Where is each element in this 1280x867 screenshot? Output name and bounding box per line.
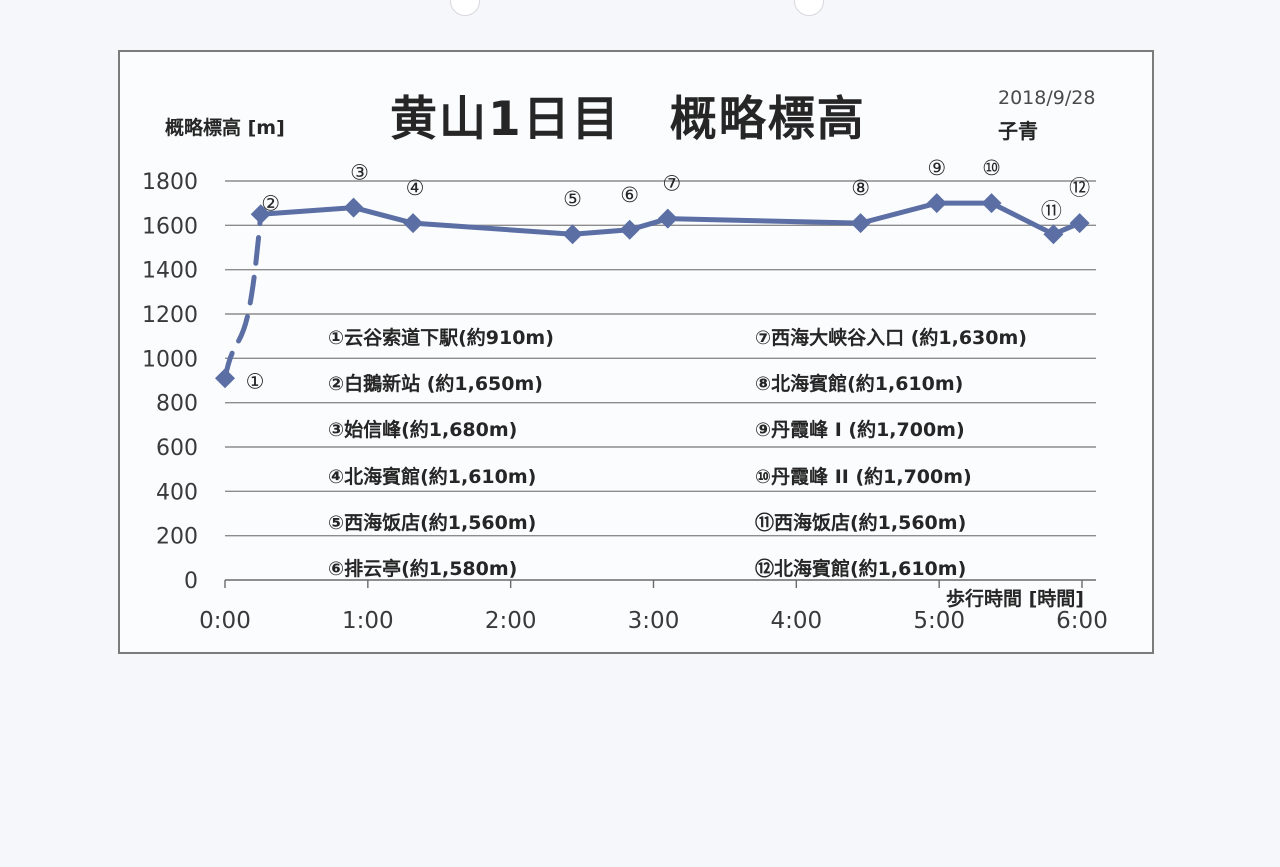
x-tick-label: 1:00 [342, 608, 394, 634]
legend-item: ⑦西海大峡谷入口 (約1,630m) [755, 327, 1027, 349]
data-point-marker [657, 208, 678, 229]
legend-item: ⑤西海饭店(約1,560m) [328, 511, 537, 534]
x-tick-label: 2:00 [485, 608, 537, 634]
data-points [215, 193, 1090, 389]
x-tick-label: 5:00 [913, 608, 965, 634]
chart-frame [118, 50, 1154, 654]
x-tick-label: 4:00 [771, 608, 823, 634]
point-label: ④ [406, 176, 425, 200]
y-tick-labels: 0 200 400 600 800 1000 1200 1400 1600 1800 [142, 170, 198, 594]
series-line [222, 200, 1081, 381]
point-label: ⑧ [851, 176, 870, 200]
point-label: ② [261, 191, 280, 215]
y-tick-label: 1200 [142, 303, 198, 328]
point-label: ⑨ [927, 156, 946, 180]
data-point-marker [619, 219, 640, 240]
point-label: ① [246, 369, 265, 393]
chart-date: 2018/9/28 [998, 87, 1096, 109]
point-label: ⑤ [563, 187, 582, 211]
y-tick-label: 200 [156, 525, 198, 550]
x-tick-labels: 0:00 1:00 2:00 3:00 4:00 5:00 6:00 [199, 608, 1108, 634]
data-point-marker [403, 213, 424, 234]
data-point-marker [1069, 213, 1090, 234]
data-point-marker [215, 368, 235, 389]
legend-item: ②白鵝新站 (約1,650m) [328, 373, 543, 396]
y-tick-label: 1800 [142, 170, 198, 195]
data-point-marker [981, 193, 1002, 214]
y-tick-label: 1400 [142, 259, 198, 284]
y-tick-label: 1600 [142, 214, 198, 239]
y-tick-label: 1000 [142, 347, 198, 372]
data-point-marker [926, 193, 947, 214]
y-tick-label: 400 [156, 480, 198, 505]
data-point-marker [562, 224, 583, 245]
y-tick-label: 0 [184, 569, 198, 594]
data-point-marker [1043, 224, 1064, 245]
legend-item: ⑧北海賓館(約1,610m) [755, 373, 964, 396]
point-label: ⑩ [982, 156, 1001, 180]
legend-item: ①云谷索道下駅(約910m) [328, 327, 554, 349]
chart-title: 黄山1日目 概略標高 [390, 92, 866, 147]
legend-item: ⑥排云亭(約1,580m) [328, 558, 518, 580]
point-label: ⑦ [662, 172, 681, 196]
y-tick-label: 800 [156, 392, 198, 417]
legend-item: ⑩丹霞峰 II (約1,700m) [755, 465, 972, 488]
point-label: ⑪ [1041, 199, 1062, 223]
y-tick-label: 600 [156, 436, 198, 461]
legend-item: ⑪西海饭店(約1,560m) [755, 511, 967, 534]
chart-author: 子青 [998, 119, 1038, 143]
x-axis-label: 歩行時間 [時間] [946, 588, 1084, 610]
data-point-marker [343, 197, 364, 218]
x-tick-label: 0:00 [199, 608, 251, 634]
point-label: ⑥ [620, 183, 639, 207]
axes [224, 579, 1096, 588]
legend-item: ⑨丹霞峰 I (約1,700m) [755, 419, 965, 442]
data-point-marker [250, 204, 271, 225]
point-label: ⑫ [1069, 176, 1090, 200]
x-tick-label: 3:00 [628, 608, 680, 634]
legend-item: ④北海賓館(約1,610m) [328, 465, 537, 488]
dashed-segment [222, 211, 264, 381]
point-label: ③ [350, 161, 369, 185]
legend-item: ③始信峰(約1,680m) [328, 419, 518, 442]
legend-item: ⑫北海賓館(約1,610m) [755, 558, 967, 580]
y-axis-label: 概略標高 [m] [165, 117, 285, 139]
data-point-marker [850, 213, 871, 234]
x-tick-label: 6:00 [1056, 608, 1108, 634]
gridlines [225, 180, 1096, 537]
